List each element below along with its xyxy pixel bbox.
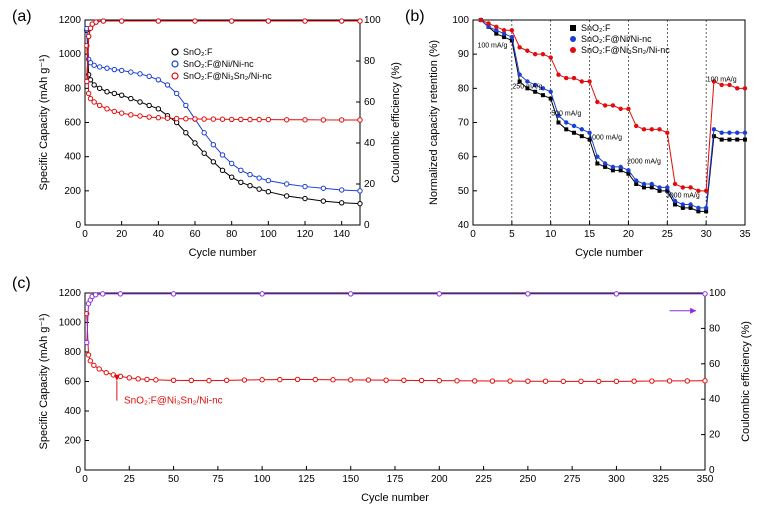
svg-text:120: 120 — [297, 229, 314, 240]
svg-text:125: 125 — [298, 474, 315, 485]
svg-text:90: 90 — [458, 49, 470, 60]
svg-text:100: 100 — [452, 15, 469, 26]
svg-text:80: 80 — [226, 229, 238, 240]
svg-text:75: 75 — [212, 474, 224, 485]
svg-text:0: 0 — [709, 465, 715, 476]
svg-text:SnO₂:F: SnO₂:F — [581, 23, 611, 33]
svg-text:0: 0 — [364, 220, 370, 231]
svg-text:20: 20 — [709, 430, 721, 441]
svg-text:0: 0 — [82, 474, 88, 485]
svg-text:800: 800 — [64, 83, 81, 94]
svg-text:20: 20 — [116, 229, 128, 240]
panel-a-chart: 0 20 40 60 80 100 120 140 0 200 400 600 800 1000 1200 0… — [35, 10, 405, 260]
svg-text:60: 60 — [189, 229, 201, 240]
svg-text:25: 25 — [124, 474, 136, 485]
svg-text:SnO₂:F@Ni₃Sn₂/Ni-nc: SnO₂:F@Ni₃Sn₂/Ni-nc — [183, 71, 272, 81]
svg-text:60: 60 — [709, 359, 721, 370]
svg-text:250: 250 — [520, 474, 537, 485]
svg-text:70: 70 — [458, 118, 470, 129]
svg-text:275: 275 — [564, 474, 581, 485]
svg-text:0: 0 — [470, 229, 476, 240]
svg-text:200: 200 — [64, 186, 81, 197]
svg-text:35: 35 — [739, 229, 751, 240]
svg-text:1200: 1200 — [59, 288, 82, 299]
svg-text:40: 40 — [364, 138, 376, 149]
svg-text:15: 15 — [584, 229, 596, 240]
svg-text:40: 40 — [709, 394, 721, 405]
panel-c-chart: 0255075100125150175200225250275300325350… — [35, 285, 755, 505]
svg-text:250 mA/g: 250 mA/g — [512, 83, 542, 90]
svg-text:225: 225 — [475, 474, 492, 485]
svg-text:100: 100 — [260, 229, 277, 240]
svg-text:3000 mA/g: 3000 mA/g — [666, 193, 700, 200]
svg-text:40: 40 — [153, 229, 165, 240]
svg-text:SnO₂:F@Ni₃Sn₂/Ni-nc: SnO₂:F@Ni₃Sn₂/Ni-nc — [124, 396, 223, 407]
svg-text:500 mA/g: 500 mA/g — [551, 111, 581, 118]
svg-text:100 mA/g: 100 mA/g — [477, 42, 507, 49]
svg-text:10: 10 — [545, 229, 557, 240]
svg-text:80: 80 — [364, 56, 376, 67]
svg-text:1200: 1200 — [59, 15, 82, 26]
svg-text:1000 mA/g: 1000 mA/g — [588, 135, 622, 142]
svg-text:Cycle number: Cycle number — [189, 247, 257, 259]
svg-text:100 mA/g: 100 mA/g — [707, 77, 737, 84]
svg-text:1000: 1000 — [59, 49, 82, 60]
svg-text:300: 300 — [608, 474, 625, 485]
svg-text:5: 5 — [509, 229, 515, 240]
svg-text:600: 600 — [64, 118, 81, 129]
svg-text:SnO₂:F: SnO₂:F — [183, 47, 213, 57]
panel-b-label: (b) — [405, 8, 425, 26]
svg-text:100: 100 — [254, 474, 271, 485]
svg-text:150: 150 — [342, 474, 359, 485]
svg-text:0: 0 — [75, 220, 81, 231]
svg-text:30: 30 — [701, 229, 713, 240]
svg-text:Coulombic efficiency (%): Coulombic efficiency (%) — [740, 321, 752, 442]
svg-text:80: 80 — [458, 83, 470, 94]
svg-text:100: 100 — [364, 15, 381, 26]
svg-text:50: 50 — [458, 186, 470, 197]
svg-text:800: 800 — [64, 347, 81, 358]
panel-c-label: (c) — [12, 275, 31, 293]
svg-text:50: 50 — [168, 474, 180, 485]
svg-text:Normalized capacity retention: Normalized capacity retention (%) — [428, 40, 440, 205]
svg-text:325: 325 — [652, 474, 669, 485]
svg-text:60: 60 — [458, 152, 470, 163]
panel-a-label: (a) — [12, 8, 32, 26]
svg-text:60: 60 — [364, 97, 376, 108]
svg-text:400: 400 — [64, 406, 81, 417]
svg-text:100: 100 — [709, 288, 726, 299]
svg-text:40: 40 — [458, 220, 470, 231]
svg-text:400: 400 — [64, 152, 81, 163]
svg-text:200: 200 — [64, 436, 81, 447]
svg-text:600: 600 — [64, 377, 81, 388]
svg-text:80: 80 — [709, 323, 721, 334]
svg-text:200: 200 — [431, 474, 448, 485]
svg-text:Cycle number: Cycle number — [361, 492, 429, 504]
svg-text:20: 20 — [364, 179, 376, 190]
svg-text:Specific Capacity (mAh g⁻¹): Specific Capacity (mAh g⁻¹) — [38, 54, 50, 190]
svg-text:Cycle number: Cycle number — [575, 247, 643, 259]
svg-text:1000: 1000 — [59, 318, 82, 329]
svg-text:25: 25 — [662, 229, 674, 240]
svg-text:SnO₂:F@Ni/Ni-nc: SnO₂:F@Ni/Ni-nc — [183, 59, 254, 69]
svg-text:SnO₂:F@Ni/Ni-nc: SnO₂:F@Ni/Ni-nc — [581, 34, 652, 44]
svg-text:140: 140 — [333, 229, 350, 240]
svg-text:20: 20 — [623, 229, 635, 240]
svg-text:Specific Capacity (mAh g⁻¹): Specific Capacity (mAh g⁻¹) — [38, 313, 50, 449]
panel-b-chart: 0 5 10 15 20 25 30 35 40 50 60 70 80 90 100 Cycle numbe… — [425, 10, 755, 260]
svg-text:175: 175 — [387, 474, 404, 485]
svg-text:0: 0 — [75, 465, 81, 476]
svg-text:0: 0 — [82, 229, 88, 240]
svg-text:2000 mA/g: 2000 mA/g — [627, 159, 661, 166]
svg-text:SnO₂:F@Ni₃Sn₂/Ni-nc: SnO₂:F@Ni₃Sn₂/Ni-nc — [581, 45, 670, 55]
svg-text:Coulombic efficiency (%): Coulombic efficiency (%) — [390, 62, 402, 183]
